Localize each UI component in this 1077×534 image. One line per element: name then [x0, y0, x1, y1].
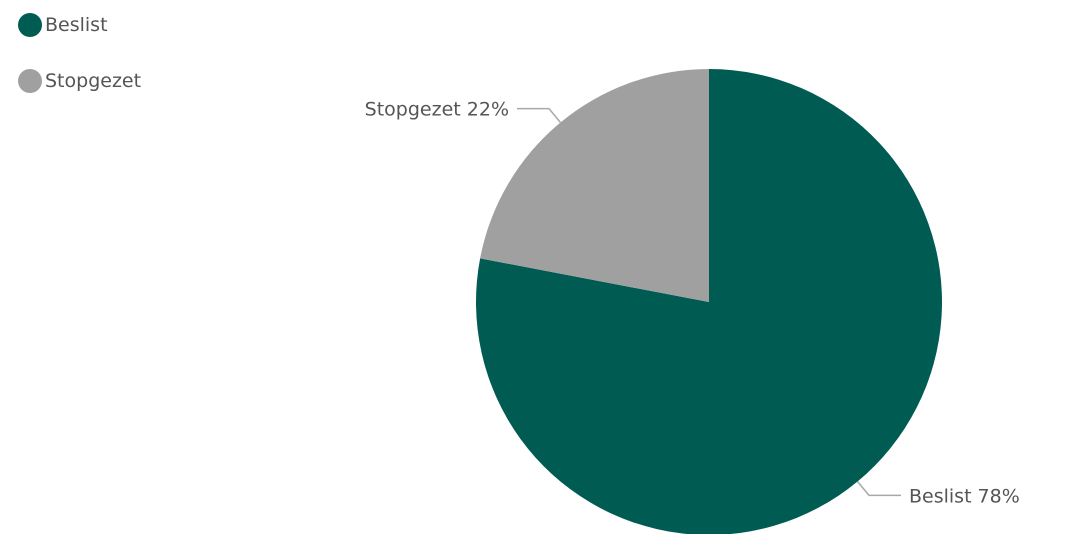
legend: Beslist Stopgezet	[18, 12, 141, 124]
legend-label-beslist: Beslist	[45, 14, 108, 36]
pie-slice-stopgezet[interactable]	[480, 69, 709, 302]
legend-swatch-beslist	[18, 13, 42, 37]
legend-swatch-stopgezet	[18, 69, 42, 93]
legend-item-beslist[interactable]: Beslist	[18, 12, 141, 38]
data-label-stopgezet: Stopgezet 22%	[365, 99, 509, 121]
legend-item-stopgezet[interactable]: Stopgezet	[18, 68, 141, 94]
pie-slice-beslist[interactable]	[476, 69, 942, 534]
leader-line-beslist	[856, 481, 901, 497]
data-label-beslist: Beslist 78%	[909, 485, 1020, 507]
legend-label-stopgezet: Stopgezet	[45, 70, 142, 92]
leader-line-stopgezet	[517, 107, 562, 123]
